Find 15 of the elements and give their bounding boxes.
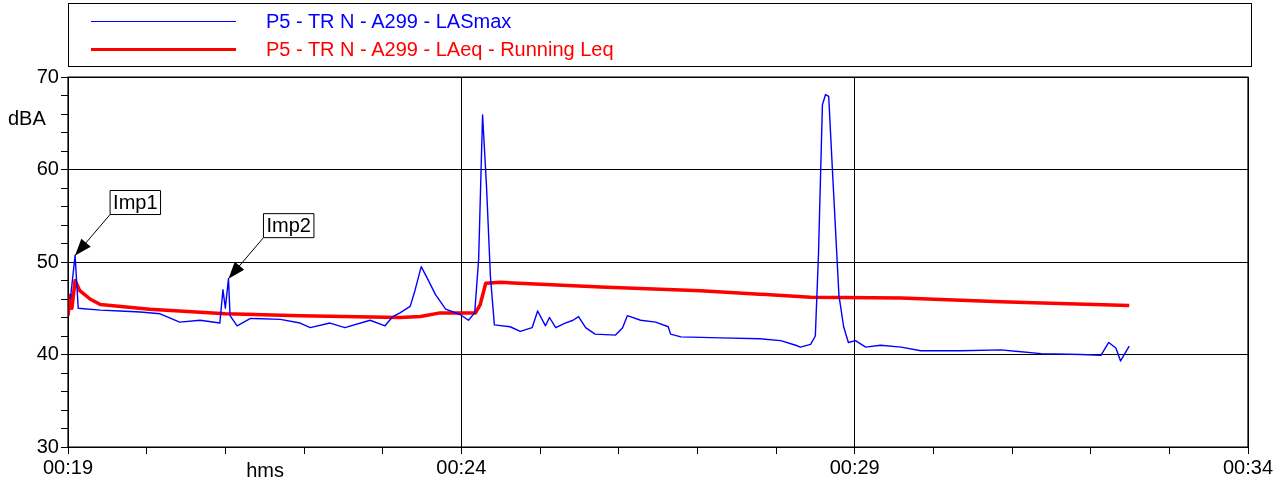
x-tick-label: 00:24 (436, 455, 487, 478)
text: P5 - TR N - A299 - LAeq - Running Leq (266, 37, 614, 61)
text: P5 - TR N - A299 - LASmax (266, 9, 512, 33)
x-tick-label: 00:34 (1222, 455, 1274, 478)
x-axis-title: hms (246, 458, 284, 481)
annotation: Imp1 (113, 191, 158, 214)
x-tick-label: 00:29 (829, 455, 880, 478)
y-tick-label: 40 (36, 342, 59, 365)
annotation: Imp2 (266, 214, 311, 237)
y-tick-label: 70 (36, 64, 59, 87)
y-axis-title: dBA (8, 107, 47, 130)
y-tick-label: 50 (36, 249, 59, 272)
y-tick-label: 60 (36, 157, 59, 180)
x-tick-label: 00:19 (42, 455, 94, 478)
y-tick-label: 30 (36, 434, 59, 457)
